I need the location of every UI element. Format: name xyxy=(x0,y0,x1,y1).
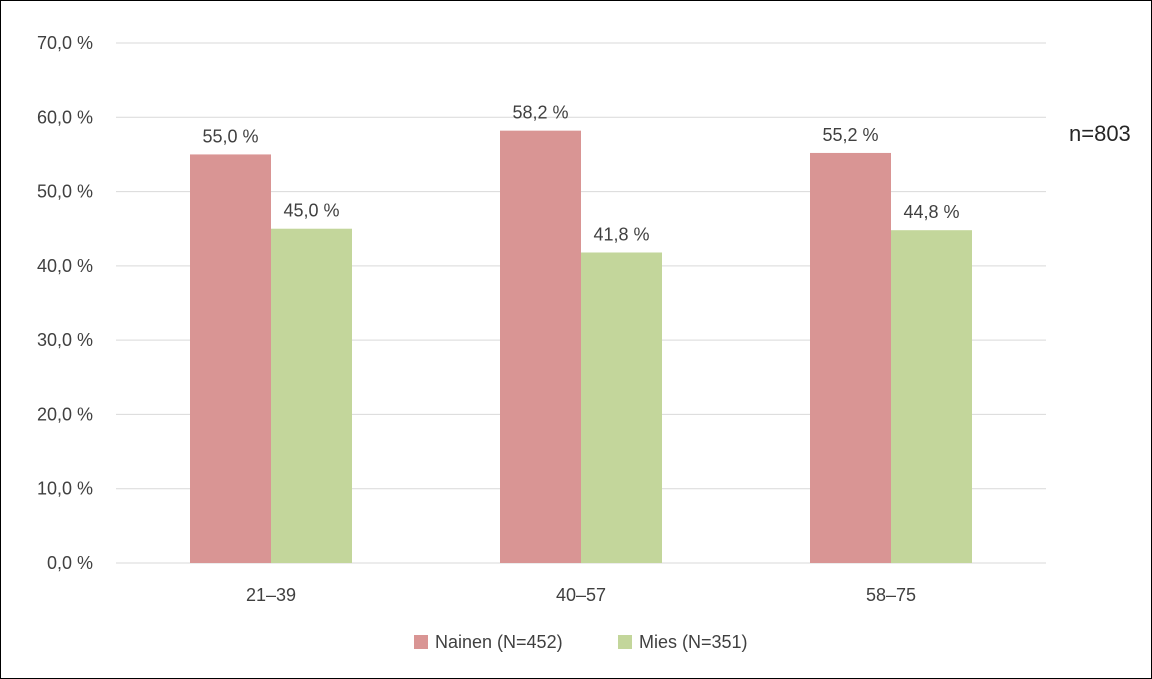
data-label: 45,0 % xyxy=(283,201,339,221)
legend-swatch xyxy=(618,635,632,649)
y-tick-label: 50,0 % xyxy=(37,182,93,202)
data-label: 41,8 % xyxy=(593,224,649,244)
bar-mies xyxy=(581,252,662,563)
bar-nainen xyxy=(190,154,271,563)
x-tick-label: 21–39 xyxy=(246,585,296,605)
y-tick-label: 10,0 % xyxy=(37,479,93,499)
x-tick-label: 58–75 xyxy=(866,585,916,605)
bar-nainen xyxy=(500,130,581,563)
data-label: 55,0 % xyxy=(202,126,258,146)
y-tick-label: 0,0 % xyxy=(47,553,93,573)
y-tick-label: 60,0 % xyxy=(37,107,93,127)
legend-label: Nainen (N=452) xyxy=(435,632,563,652)
data-label: 44,8 % xyxy=(903,202,959,222)
y-tick-label: 20,0 % xyxy=(37,404,93,424)
legend-swatch xyxy=(414,635,428,649)
x-axis-ticks: 21–39 40–57 58–75 xyxy=(246,585,916,605)
bar-nainen xyxy=(810,152,891,563)
y-tick-label: 40,0 % xyxy=(37,256,93,276)
legend-label: Mies (N=351) xyxy=(639,632,748,652)
sample-size-annotation: n=803 xyxy=(1069,121,1131,146)
bar-mies xyxy=(271,228,352,563)
data-labels: 55,0 % 45,0 % 58,2 % 41,8 % 55,2 % 44,8 % xyxy=(202,103,959,245)
data-label: 55,2 % xyxy=(822,125,878,145)
y-tick-label: 70,0 % xyxy=(37,33,93,53)
bar-mies xyxy=(891,230,972,563)
data-label: 58,2 % xyxy=(512,103,568,123)
legend: Nainen (N=452) Mies (N=351) xyxy=(414,632,748,652)
y-axis-ticks: 0,0 % 10,0 % 20,0 % 30,0 % 40,0 % 50,0 % 60,0 … xyxy=(37,33,93,573)
x-tick-label: 40–57 xyxy=(556,585,606,605)
bars xyxy=(190,130,972,563)
y-tick-label: 30,0 % xyxy=(37,330,93,350)
